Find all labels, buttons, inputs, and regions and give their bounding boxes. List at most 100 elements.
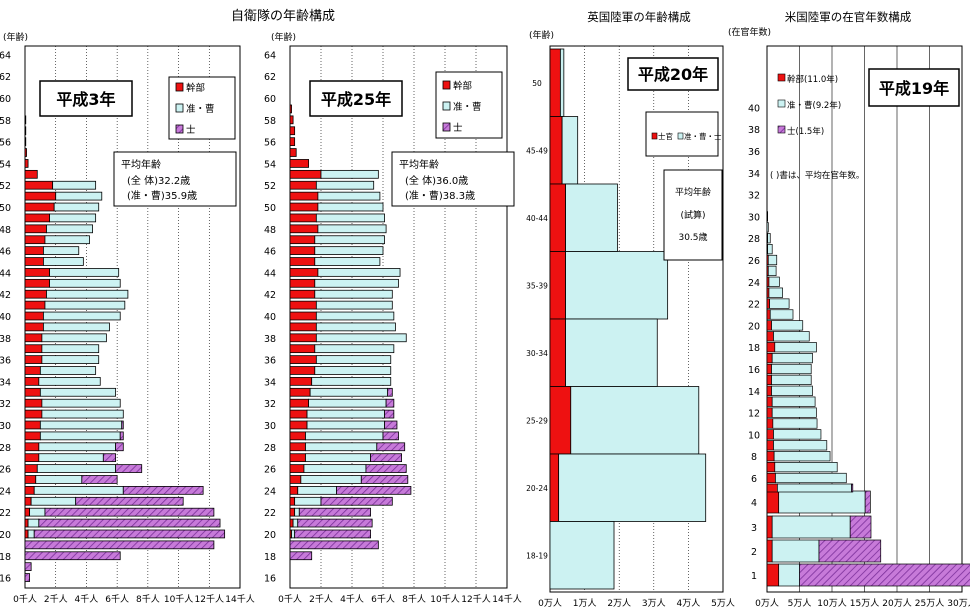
bar-segment	[549, 386, 572, 455]
bar-segment	[75, 496, 184, 506]
y-tick-label: 22	[0, 508, 11, 519]
bar-segment	[289, 137, 296, 146]
y-tick-label: 24	[0, 486, 11, 497]
x-tick-label: 2千人	[309, 594, 333, 605]
bar-segment	[24, 169, 38, 179]
bar-segment	[766, 472, 776, 484]
y-tick-label: 50	[264, 203, 276, 214]
bar-segment	[766, 451, 775, 462]
x-tick-label: 6千人	[371, 594, 395, 605]
bar-segment	[24, 431, 41, 441]
y-tick-label: 40	[748, 103, 760, 114]
bar-segment	[768, 276, 780, 287]
bar-segment	[771, 320, 804, 331]
japan-h25-average-age-note: 平均年齢 (全 体)36.0歳 (准・曹)38.3歳	[391, 151, 515, 207]
y-tick-label: 36	[264, 356, 276, 367]
bar-segment	[387, 387, 393, 397]
bar-segment	[766, 211, 768, 222]
x-tick-label: 8千人	[402, 594, 426, 605]
bar-segment	[305, 442, 378, 452]
bar-segment	[289, 377, 313, 386]
bar-segment	[27, 529, 35, 539]
bar-segment	[298, 507, 371, 517]
x-tick-label: 5万人	[711, 598, 735, 609]
bar-segment	[289, 300, 317, 310]
bar-segment	[799, 563, 970, 587]
y-tick-label: 54	[264, 159, 276, 170]
bar-segment	[549, 318, 566, 387]
y-tick-label: 36	[0, 356, 11, 367]
bar-segment	[24, 562, 32, 572]
svg-text:平均年齢: 平均年齢	[121, 158, 161, 171]
bar-segment	[300, 475, 362, 484]
bar-segment	[768, 287, 783, 298]
y-tick-label: 34	[748, 169, 760, 180]
bar-segment	[767, 244, 773, 255]
bar-segment	[314, 278, 399, 288]
bar-segment	[376, 442, 406, 452]
bar-segment	[121, 420, 124, 430]
svg-text:(全 体)36.0歳: (全 体)36.0歳	[405, 174, 468, 187]
y-tick-label: 22	[264, 508, 276, 519]
y-tick-label: 26	[0, 465, 11, 476]
y-tick-label: 32	[264, 399, 276, 410]
bar-segment	[41, 355, 100, 364]
bar-segment	[766, 515, 773, 539]
svg-text:(試算): (試算)	[680, 209, 705, 221]
y-tick-label: 46	[264, 247, 276, 258]
y-tick-label: 16	[748, 365, 760, 376]
bar-segment	[297, 518, 373, 528]
y-tick-label: 45-49	[526, 146, 548, 155]
bar-segment	[24, 115, 27, 125]
bar-segment	[382, 431, 399, 441]
bar-segment	[305, 453, 371, 463]
svg-text:平成25年: 平成25年	[321, 90, 391, 109]
y-tick-label: 28	[264, 443, 276, 454]
bar-segment	[289, 278, 316, 288]
bar-segment	[303, 464, 367, 473]
svg-text:平均年齢: 平均年齢	[399, 158, 439, 171]
bar-segment	[360, 475, 409, 484]
y-tick-label: 48	[0, 225, 11, 236]
bar-segment	[766, 429, 774, 440]
bar-segment	[53, 202, 100, 212]
y-tick-label: 10	[748, 430, 760, 441]
bar-segment	[317, 191, 381, 201]
svg-text:平成3年: 平成3年	[56, 90, 115, 109]
y-tick-label: 18	[748, 343, 760, 354]
bar-segment	[773, 331, 810, 342]
bar-segment	[766, 563, 780, 587]
bar-segment	[43, 257, 84, 266]
bar-segment	[314, 289, 393, 299]
legend-officer-label: 幹部	[453, 80, 472, 92]
bar-segment	[289, 148, 297, 157]
bar-segment	[565, 183, 618, 252]
bar-segment	[49, 213, 97, 223]
bar-segment	[385, 398, 395, 408]
bar-segment	[771, 407, 817, 418]
y-tick-label: 20	[748, 321, 760, 332]
bar-segment	[39, 431, 121, 441]
bar-segment	[289, 257, 316, 266]
bar-segment	[289, 431, 306, 441]
bar-segment	[365, 464, 407, 473]
bar-segment	[766, 363, 772, 375]
x-tick-label: 0万人	[538, 598, 562, 609]
x-tick-label: 0千人	[13, 594, 37, 605]
y-tick-label: 56	[264, 138, 276, 149]
x-tick-label: 3万人	[642, 598, 666, 609]
x-tick-label: 14千人	[225, 594, 254, 605]
bar-segment	[549, 48, 561, 117]
bar-segment	[289, 224, 319, 234]
bar-segment	[851, 483, 854, 493]
bar-segment	[289, 409, 308, 419]
bar-segment	[115, 464, 143, 473]
bar-segment	[24, 333, 43, 343]
bar-segment	[24, 268, 50, 277]
bar-segment	[320, 496, 393, 506]
legend-officer-label: 幹部	[186, 82, 205, 94]
bar-segment	[289, 344, 316, 354]
bar-segment	[24, 573, 31, 582]
bar-segment	[384, 409, 395, 419]
uk-ylabel: (年齢)	[529, 29, 554, 41]
